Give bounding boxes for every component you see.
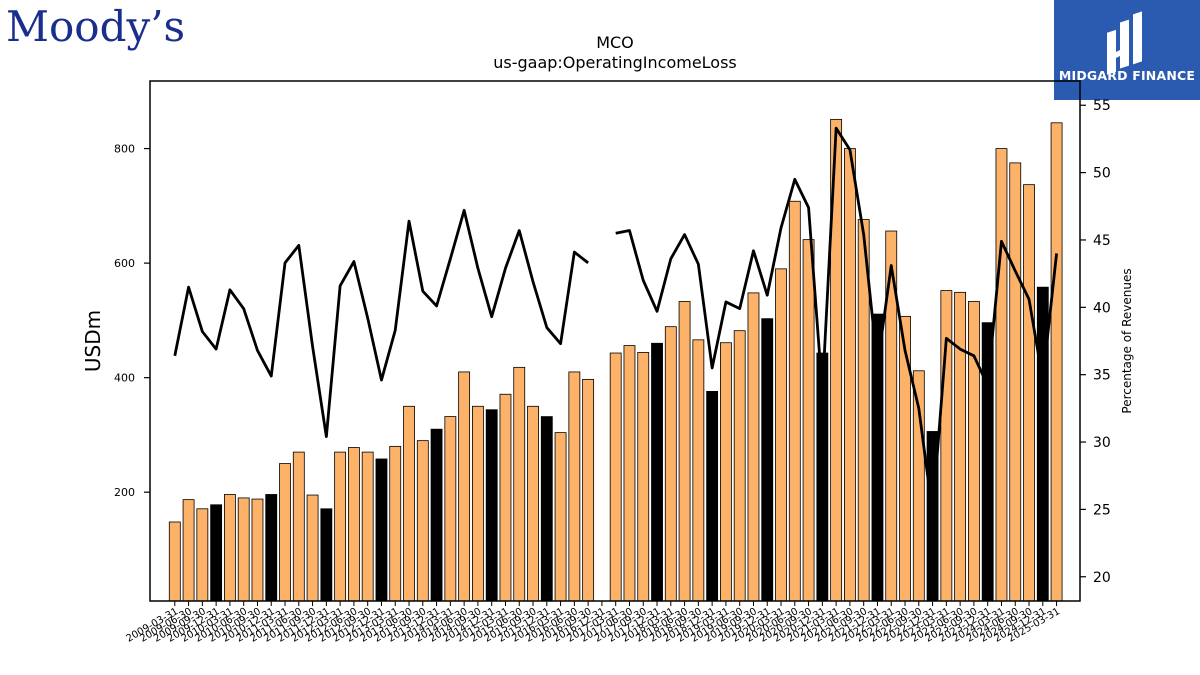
bar-2015-12-31 [540,416,553,602]
axes: 20040060080020253035404550552009-03-3120… [114,80,1111,645]
bar-2016-06-30 [568,371,581,602]
bar-2018-06-30 [678,301,691,602]
bar-2024-03-31 [995,148,1008,602]
midgard-brand-text: MIDGARD FINANCE [1058,68,1196,83]
bar-2023-06-30 [954,291,967,602]
bar-2019-09-30 [747,292,760,602]
bar-2010-12-31 [265,494,278,602]
bar-2024-06-30 [1009,162,1022,602]
bar-2012-03-31 [334,451,347,602]
bar-2011-06-30 [292,451,305,602]
bar-2022-06-30 [899,315,911,602]
bar-series [168,118,1063,602]
y2-tick-label: 20 [1093,570,1111,586]
bar-2019-03-31 [720,342,732,602]
y-tick-label: 200 [114,486,135,499]
bar-2019-06-30 [733,330,746,602]
bar-2010-03-31 [223,494,236,602]
y2-tick-label: 45 [1093,233,1111,249]
bar-2020-06-30 [788,200,801,602]
bar-2018-03-31 [664,326,677,602]
bar-2017-09-30 [637,352,650,602]
bar-2013-12-31 [430,428,443,602]
bar-2014-03-31 [444,416,457,602]
bar-2017-12-31 [651,342,663,602]
chart-title: MCO [596,33,634,52]
bar-2014-12-31 [485,409,498,602]
bar-2013-09-30 [416,440,429,602]
y2-tick-label: 25 [1093,502,1111,518]
bar-2012-12-31 [375,458,388,602]
midgard-finance-logo: MIDGARD FINANCE [1054,0,1200,100]
y2-axis-label: Percentage of Revenues [1120,268,1134,413]
ratio-line-segment-1 [615,126,1058,515]
y2-tick-label: 40 [1093,300,1111,316]
ratio-line-segment-0 [173,208,589,439]
bar-2015-03-31 [499,393,512,602]
bar-2024-09-30 [1023,184,1035,602]
bar-2010-09-30 [251,498,264,602]
bar-2025-03-31 [1050,122,1063,602]
bar-2019-12-31 [761,318,774,602]
bar-2011-12-31 [320,508,333,602]
y-axis-label: USDm [81,310,105,372]
bar-2023-09-30 [968,301,980,602]
line-series [173,126,1058,515]
bar-2017-03-31 [609,352,622,602]
bar-2020-03-31 [775,268,787,602]
y2-tick-label: 55 [1093,98,1111,114]
bar-2009-09-30 [196,508,209,602]
bar-2014-09-30 [471,405,484,602]
bar-2011-09-30 [306,494,319,602]
y-tick-label: 400 [114,372,135,385]
bar-2009-03-31 [168,521,181,602]
bar-2012-06-30 [347,447,360,602]
bar-2023-12-31 [981,322,994,602]
midgard-mark-icon [1107,11,1142,75]
y2-tick-label: 35 [1093,368,1111,384]
bar-2014-06-30 [458,371,471,602]
bar-2016-03-31 [554,432,567,602]
bar-2010-06-30 [237,497,250,602]
bar-2015-09-30 [527,405,539,602]
bar-2018-12-31 [706,390,719,602]
bar-2020-09-30 [802,239,815,602]
bar-2017-06-30 [623,345,636,602]
bar-2018-09-30 [692,339,705,602]
y-tick-label: 800 [114,143,135,156]
moodys-logo: Moody’s [6,2,186,51]
bar-2009-12-31 [210,504,223,602]
y-tick-label: 600 [114,257,135,270]
bar-2011-03-31 [279,463,291,602]
y2-tick-label: 30 [1093,435,1111,451]
bar-2013-06-30 [403,405,415,602]
bar-2015-06-30 [513,366,526,602]
plot-frame [149,80,1081,602]
bar-2021-06-30 [844,148,856,602]
bar-2012-09-30 [361,451,374,602]
bar-2016-09-30 [582,378,595,602]
y2-tick-label: 50 [1093,166,1111,182]
chart-subtitle: us-gaap:OperatingIncomeLoss [493,53,737,72]
bar-2009-06-30 [182,499,195,602]
bar-2013-03-31 [389,445,402,602]
